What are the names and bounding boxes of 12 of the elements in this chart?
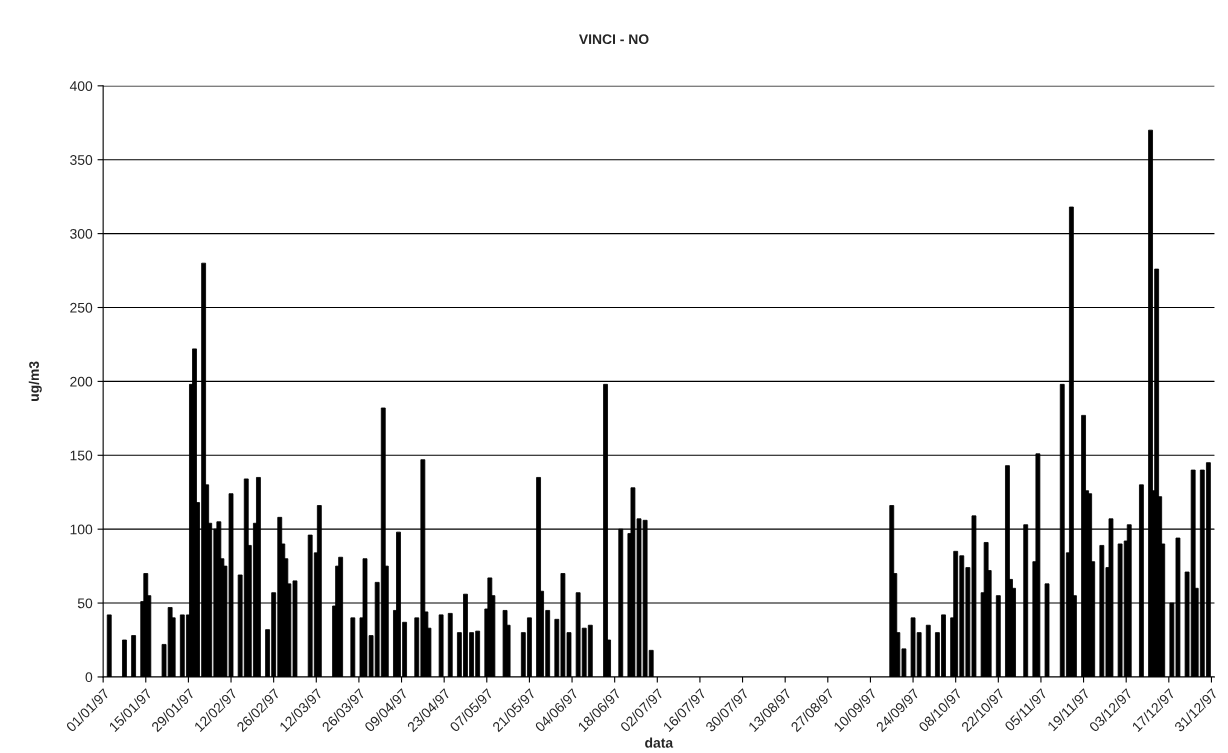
y-tick-label: 250 <box>70 302 93 313</box>
y-tick-label: 200 <box>70 376 93 387</box>
y-axis-title: ug/m3 <box>28 361 42 401</box>
y-tick-label: 150 <box>70 450 93 461</box>
y-tick-label: 300 <box>70 228 93 239</box>
y-tick-label: 350 <box>70 155 93 165</box>
y-tick-label: 50 <box>77 598 93 609</box>
y-tick-label: 100 <box>70 524 93 535</box>
y-tick-label: 0 <box>85 672 93 683</box>
y-tick-label: 400 <box>69 81 93 92</box>
chart-title: VINCI - NO <box>578 34 649 45</box>
x-axis-title: data <box>645 737 674 748</box>
